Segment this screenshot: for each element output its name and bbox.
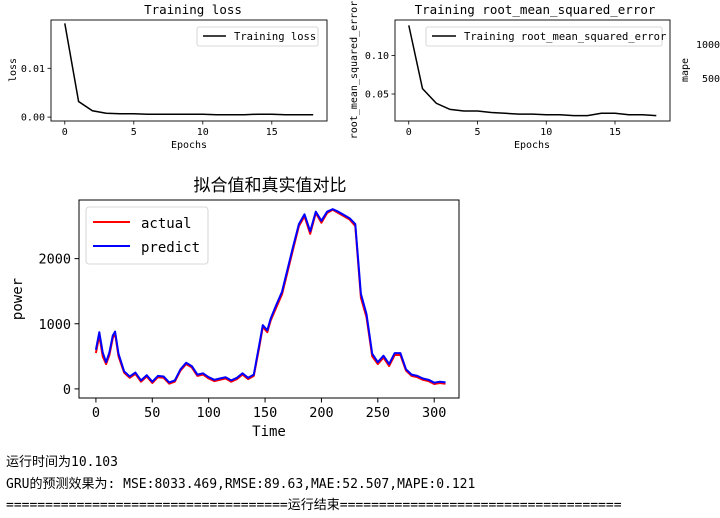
- rmse-xtick-label: 15: [609, 127, 621, 138]
- fit-legend: actual predict: [85, 206, 209, 265]
- fit-chart-title: 拟合值和真实值对比: [194, 176, 347, 196]
- matplotlib-figure: Training loss loss Epochs 0 5 10 15 0.00 0.01…: [8, 1, 720, 440]
- predict-legend-label: predict: [141, 240, 200, 256]
- fit-xlabel: Time: [252, 424, 286, 440]
- loss-xlabel: Epochs: [171, 140, 207, 151]
- rmse-chart-title: Training root_mean_squared_error: [415, 2, 656, 17]
- rmse-series-line: [408, 25, 657, 117]
- mape-chart: mape 10000 5000: [680, 40, 720, 85]
- loss-series-line: [64, 23, 314, 116]
- fit-xtick-label: 250: [366, 405, 390, 421]
- loss-chart: Training loss loss Epochs 0 5 10 15 0.00 0.01…: [8, 2, 328, 151]
- fit-xtick-label: 0: [92, 405, 100, 421]
- fit-ytick-label: 1000: [38, 317, 71, 333]
- fit-xtick-label: 100: [196, 405, 220, 421]
- fit-ytick-label: 0: [63, 382, 71, 398]
- fit-xtick-label: 150: [253, 405, 277, 421]
- runtime-text: 运行时间为10.103: [6, 455, 118, 470]
- loss-xtick-label: 15: [266, 127, 278, 138]
- loss-xtick-label: 10: [197, 127, 209, 138]
- rmse-axes-frame: [394, 19, 671, 122]
- run-finished-separator: ====================================运行结束…: [6, 498, 622, 513]
- loss-xtick-label: 0: [62, 127, 68, 138]
- fit-axes-frame: [78, 199, 460, 399]
- fit-ytick-label: 2000: [38, 252, 71, 268]
- mape-ytick-label: 5000: [702, 74, 720, 85]
- loss-axes-frame: [50, 19, 328, 122]
- rmse-legend: Training root_mean_squared_error: [425, 26, 666, 47]
- console-output: 运行时间为10.103 GRU的预测效果为: MSE:8033.469,RMSE…: [6, 452, 720, 517]
- rmse-chart: Training root_mean_squared_error root_me…: [349, 1, 671, 151]
- rmse-xlabel: Epochs: [514, 140, 550, 151]
- actual-legend-label: actual: [141, 216, 192, 232]
- loss-ylabel: loss: [8, 58, 19, 82]
- predict-series-line: [94, 208, 446, 384]
- rmse-xtick-label: 5: [474, 127, 480, 138]
- fit-xtick-label: 200: [309, 405, 333, 421]
- loss-legend: Training loss: [196, 26, 319, 47]
- mape-ytick-label: 10000: [696, 40, 720, 51]
- rmse-legend-label: Training root_mean_squared_error: [464, 31, 666, 43]
- rmse-xtick-label: 0: [406, 127, 412, 138]
- metrics-text: GRU的预测效果为: MSE:8033.469,RMSE:89.63,MAE:5…: [6, 476, 476, 492]
- loss-xtick-label: 5: [131, 127, 137, 138]
- fit-xtick-label: 50: [144, 405, 160, 421]
- loss-ytick-label: 0.00: [21, 113, 45, 124]
- mape-ylabel: mape: [680, 58, 691, 82]
- fit-chart: 拟合值和真实值对比 power Time 0 50 100 150 200 250 300 0…: [10, 176, 460, 440]
- fit-xtick-label: 300: [422, 405, 446, 421]
- loss-legend-label: Training loss: [234, 31, 316, 43]
- rmse-xtick-label: 10: [540, 127, 552, 138]
- rmse-ylabel: root_mean_squared_error: [349, 1, 360, 139]
- loss-ytick-label: 0.01: [21, 64, 45, 75]
- fit-ylabel: power: [10, 278, 26, 320]
- rmse-ytick-label: 0.05: [365, 90, 389, 101]
- loss-chart-title: Training loss: [144, 2, 242, 17]
- rmse-ytick-label: 0.10: [365, 51, 389, 62]
